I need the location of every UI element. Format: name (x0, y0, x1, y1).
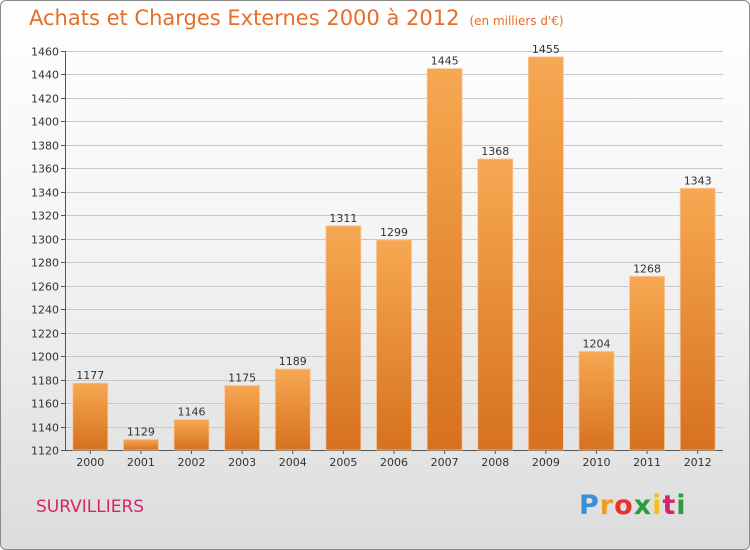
bars (72, 56, 716, 451)
bar-2006 (376, 239, 412, 451)
title-text: Achats et Charges Externes 2000 à 2012 (29, 6, 460, 30)
x-tick-label-2007: 2007 (431, 456, 459, 469)
y-tick-label: 1200 (31, 351, 59, 364)
x-tick-label-2002: 2002 (178, 456, 206, 469)
x-tick-label-2012: 2012 (684, 456, 712, 469)
commune-name: SURVILLIERS (36, 497, 145, 517)
x-tick-label-2005: 2005 (329, 456, 357, 469)
data-label-2002: 1146 (178, 405, 206, 418)
data-labels: 1177 1129 1146 1175 1189 1311 1299 1445 1368 1455… (76, 43, 711, 439)
bar-2005 (325, 225, 362, 451)
data-label-2007: 1445 (431, 55, 459, 68)
bar-2002 (173, 419, 210, 451)
data-label-2000: 1177 (76, 369, 104, 382)
axes (61, 51, 723, 454)
data-label-2009: 1455 (532, 43, 560, 56)
y-tick-label: 1420 (31, 93, 59, 106)
data-label-2004: 1189 (279, 355, 307, 368)
x-tick-labels: 2000 2001 2002 2003 2004 2005 2006 2007 2008 2009… (76, 456, 711, 469)
data-label-2010: 1204 (582, 337, 610, 350)
y-tick-label: 1320 (31, 210, 59, 223)
y-tick-label: 1160 (31, 398, 59, 411)
x-tick-label-2008: 2008 (481, 456, 509, 469)
y-tick-label: 1340 (31, 187, 59, 200)
y-tick-label: 1360 (31, 163, 59, 176)
bar-2007 (426, 68, 463, 451)
bar-2010 (578, 351, 615, 451)
chart-subtitle: (en milliers d'€) (469, 14, 564, 28)
data-label-2008: 1368 (481, 145, 509, 158)
x-tick-label-2011: 2011 (633, 456, 661, 469)
data-label-2003: 1175 (228, 371, 256, 384)
logo-letter: i (676, 490, 687, 521)
bar-2004 (274, 368, 311, 451)
x-tick-label-2001: 2001 (127, 456, 155, 469)
bar-2009 (527, 56, 564, 451)
chart-title: Achats et Charges Externes 2000 à 2012 (e… (29, 6, 564, 30)
y-tick-label: 1380 (31, 140, 59, 153)
x-tick-label-2009: 2009 (532, 456, 560, 469)
y-tick-label: 1120 (31, 445, 59, 458)
bar-2000 (72, 382, 109, 451)
proxiti-logo: Proxiti (579, 490, 687, 521)
y-tick-label: 1240 (31, 304, 59, 317)
y-tick-label: 1460 (31, 46, 59, 59)
y-tick-labels: 1120 1140 1160 1180 1200 1220 1240 1260 1280 1300… (31, 46, 59, 458)
data-label-2005: 1311 (329, 212, 357, 225)
bar-2012 (679, 187, 716, 451)
x-tick-label-2004: 2004 (279, 456, 307, 469)
x-tick-label-2003: 2003 (228, 456, 256, 469)
x-tick-label-2000: 2000 (76, 456, 104, 469)
y-tick-label: 1260 (31, 281, 59, 294)
bar-2001 (123, 439, 159, 451)
bar-2003 (224, 385, 261, 451)
logo-letter: o (614, 490, 634, 521)
y-tick-label: 1300 (31, 234, 59, 247)
data-label-2011: 1268 (633, 262, 661, 275)
logo-letter: r (599, 490, 615, 521)
data-label-2012: 1343 (684, 174, 712, 187)
y-tick-label: 1440 (31, 69, 59, 82)
logo-letter: t (662, 490, 677, 521)
bar-2008 (477, 158, 514, 451)
logo-letter: P (579, 490, 600, 521)
y-tick-label: 1180 (31, 375, 59, 388)
y-tick-label: 1400 (31, 116, 59, 129)
y-tick-label: 1140 (31, 422, 59, 435)
bar-2011 (629, 275, 665, 451)
data-label-2006: 1299 (380, 226, 408, 239)
x-tick-label-2010: 2010 (582, 456, 610, 469)
y-tick-label: 1220 (31, 328, 59, 341)
logo-letter: x (633, 490, 653, 521)
y-tick-label: 1280 (31, 257, 59, 270)
logo-letter: i (652, 490, 663, 521)
x-tick-label-2006: 2006 (380, 456, 408, 469)
data-label-2001: 1129 (127, 425, 155, 438)
